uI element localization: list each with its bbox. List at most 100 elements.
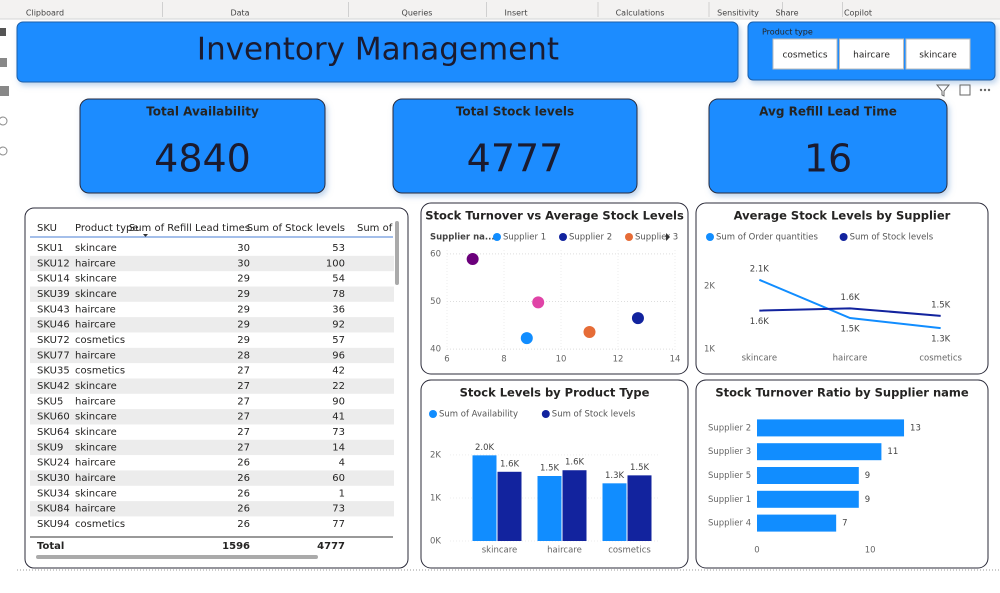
table-cell: 28 <box>237 350 250 361</box>
legend-label: Sum of Stock levels <box>850 233 934 243</box>
table-cell: cosmetics <box>75 366 125 377</box>
y-tick-label: 1K <box>430 493 441 503</box>
table-cell: 90 <box>332 396 345 407</box>
slicer-title: Product type <box>762 28 813 37</box>
table-cell: SKU39 <box>37 289 70 300</box>
table-cell: SKU84 <box>37 504 70 515</box>
table-row-band <box>30 470 394 486</box>
table-cell: 78 <box>332 289 345 300</box>
table-cell: SKU72 <box>37 335 70 346</box>
table-cell: haircare <box>75 504 116 515</box>
vertical-scrollbar[interactable] <box>395 221 399 285</box>
bar <box>537 476 562 541</box>
table-cell: SKU1 <box>37 243 63 254</box>
x-tick-label: haircare <box>833 354 868 364</box>
x-tick-label: skincare <box>742 354 778 364</box>
bar <box>562 470 587 541</box>
chart-panel <box>695 202 989 375</box>
chart-title: Stock Turnover Ratio by Supplier name <box>715 386 969 400</box>
legend-marker <box>541 410 550 418</box>
table-cell: 54 <box>332 274 345 285</box>
table-cell: SKU30 <box>37 473 70 484</box>
table-cell: 14 <box>332 442 345 453</box>
y-tick-label: Supplier 2 <box>708 423 751 433</box>
table-cell: haircare <box>75 350 116 361</box>
slicer-option[interactable] <box>839 38 904 70</box>
ribbon-group-label: Calculations <box>616 9 665 18</box>
table-cell: SKU64 <box>37 427 70 438</box>
slicer-option-label: cosmetics <box>782 51 827 61</box>
chart-title: Stock Turnover vs Average Stock Levels <box>425 209 684 223</box>
table-cell: cosmetics <box>75 519 125 530</box>
table-total-band <box>30 537 394 554</box>
horizontal-scrollbar[interactable] <box>36 555 318 559</box>
slicer-option[interactable] <box>772 38 838 70</box>
data-label: 1.6K <box>750 317 770 327</box>
chart-title: Average Stock Levels by Supplier <box>734 209 951 223</box>
page-title: Inventory Management <box>197 32 559 68</box>
y-tick-label: 60 <box>430 249 441 259</box>
ribbon-group-label: Share <box>775 9 798 18</box>
table-cell: 26 <box>237 504 250 515</box>
more-icon[interactable] <box>979 88 991 92</box>
table-cell: skincare <box>75 412 117 423</box>
bar <box>757 443 882 461</box>
x-tick-label: cosmetics <box>608 546 651 556</box>
table-header: Product type <box>75 223 139 234</box>
table-cell: SKU46 <box>37 320 70 331</box>
bar <box>757 490 859 508</box>
table-cell: haircare <box>75 304 116 315</box>
table-cell: SKU35 <box>37 366 70 377</box>
table-cell: 4 <box>339 458 345 469</box>
table-row-band <box>30 255 394 272</box>
table-total-label: Total <box>37 541 64 552</box>
table-cell: 26 <box>237 458 250 469</box>
table-cell: 29 <box>237 335 250 346</box>
y-tick-label: Supplier 5 <box>708 471 751 481</box>
table-cell: SKU34 <box>37 488 70 499</box>
line-series <box>759 307 941 317</box>
y-tick-label: Supplier 4 <box>708 519 751 529</box>
table-cell: 36 <box>332 304 345 315</box>
table-cell: 92 <box>332 320 345 331</box>
table-cell: 27 <box>237 412 250 423</box>
visual-header-icons <box>935 84 991 97</box>
table-cell: 26 <box>237 473 250 484</box>
toolbar-icon[interactable] <box>0 86 9 96</box>
y-tick-label: 1K <box>704 345 715 355</box>
legend-scroll-arrow[interactable] <box>666 233 670 241</box>
y-tick-label: 2K <box>430 450 441 460</box>
table-cell: 29 <box>237 320 250 331</box>
slicer-option-label: skincare <box>919 51 957 61</box>
table-cell: 100 <box>326 258 345 269</box>
toolbar-icon <box>0 58 7 67</box>
legend-label: Sum of Order quantities <box>716 233 819 243</box>
table-row-band <box>30 378 394 394</box>
filter-icon[interactable] <box>935 84 951 97</box>
focus-icon[interactable] <box>959 84 971 96</box>
toolbar-icon[interactable] <box>0 146 8 156</box>
table-cell: 27 <box>237 442 250 453</box>
data-label: 1.5K <box>540 464 560 474</box>
table-cell: haircare <box>75 320 116 331</box>
table-cell: SKU14 <box>37 274 70 285</box>
data-label: 1.6K <box>840 293 860 303</box>
table-cell: SKU77 <box>37 350 70 361</box>
table-cell: 42 <box>332 366 345 377</box>
legend-label: Supplier 3 <box>635 233 678 243</box>
table-cell: 30 <box>237 243 250 254</box>
toolbar-icon[interactable] <box>0 116 8 126</box>
slicer-option[interactable] <box>905 38 971 70</box>
data-label: 2.0K <box>475 443 495 453</box>
data-label: 1.5K <box>840 325 860 335</box>
legend-marker <box>839 233 848 241</box>
data-label: 9 <box>865 471 870 481</box>
table-row-band <box>30 317 394 333</box>
table-header: Sum of Stock levels <box>247 223 345 234</box>
table-header: Sum of Refill Lead times <box>129 223 250 234</box>
x-tick-label: 0 <box>754 546 759 556</box>
table-row-band <box>30 286 394 302</box>
table-cell: skincare <box>75 289 117 300</box>
x-tick-label: 6 <box>444 355 449 365</box>
